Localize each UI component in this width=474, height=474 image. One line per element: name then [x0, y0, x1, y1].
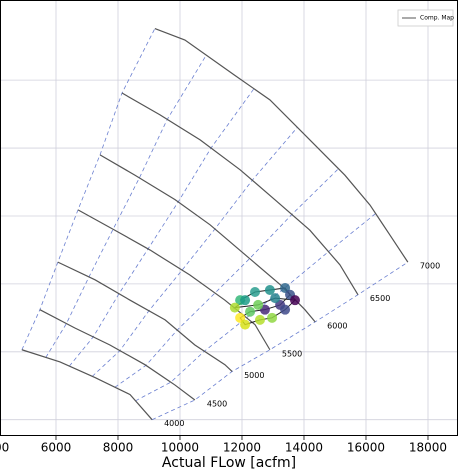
operating-point — [289, 295, 300, 306]
dashed-line — [114, 168, 339, 388]
operating-point — [229, 302, 240, 313]
speed-label: 6500 — [370, 294, 390, 303]
speed-label: 7000 — [420, 262, 440, 271]
dashed-line — [21, 28, 156, 350]
operating-point — [270, 293, 281, 304]
operating-point — [280, 304, 291, 315]
speed-label: 4000 — [164, 419, 184, 428]
dashed-line — [92, 127, 298, 377]
speed-label: 5500 — [282, 349, 302, 358]
operating-point — [240, 319, 251, 330]
x-tick-label: 16000 — [347, 441, 385, 455]
plot-frame — [0, 0, 458, 436]
x-tick-label: 12000 — [223, 441, 261, 455]
operating-point — [240, 295, 251, 306]
speed-line — [21, 349, 153, 421]
speed-line — [154, 27, 409, 263]
x-tick-label: 8000 — [103, 441, 134, 455]
operating-point — [253, 299, 264, 310]
operating-point — [267, 312, 278, 323]
speed-line — [99, 154, 316, 323]
x-tick-label: 14000 — [285, 441, 323, 455]
x-tick-label: 18000 — [409, 441, 447, 455]
legend-box — [397, 9, 454, 27]
legend-label: Comp. Map — [420, 15, 454, 22]
speed-label: 4500 — [207, 400, 227, 409]
speed-line — [77, 209, 271, 351]
speed-line — [39, 309, 196, 401]
operating-point — [250, 287, 261, 298]
operating-point — [264, 284, 275, 295]
x-tick-label: 4000 — [0, 441, 9, 455]
speed-label: 5000 — [244, 371, 264, 380]
operating-point — [245, 306, 256, 317]
operating-point — [254, 314, 265, 325]
speed-line — [57, 261, 233, 372]
speed-line — [121, 92, 359, 296]
x-axis-label: Actual FLow [acfm] — [162, 455, 296, 471]
speed-label: 6000 — [327, 321, 347, 330]
x-tick-label: 10000 — [161, 441, 199, 455]
x-tick-label: 6000 — [41, 441, 72, 455]
dashed-line — [45, 54, 207, 358]
